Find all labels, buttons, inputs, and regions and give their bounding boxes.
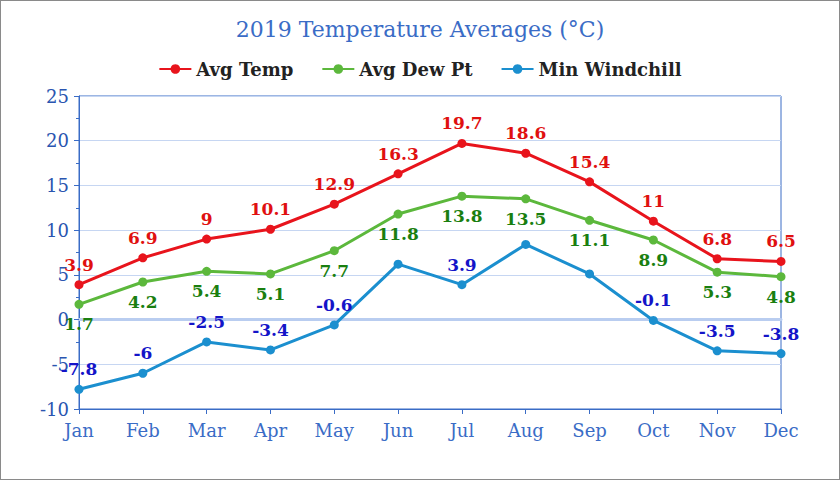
svg-text:10.1: 10.1	[250, 199, 291, 219]
svg-text:11.1: 11.1	[569, 230, 610, 250]
svg-text:15: 15	[46, 175, 69, 196]
svg-text:-10: -10	[40, 399, 69, 420]
svg-text:13.5: 13.5	[505, 209, 546, 229]
svg-text:-3.8: -3.8	[763, 324, 800, 344]
svg-text:10: 10	[46, 220, 69, 241]
svg-text:-3.4: -3.4	[252, 320, 289, 340]
svg-text:5: 5	[57, 264, 69, 286]
svg-text:2019 Temperature Averages (°C): 2019 Temperature Averages (°C)	[236, 17, 605, 42]
svg-text:Avg Dew Pt: Avg Dew Pt	[358, 59, 473, 80]
svg-text:Jun: Jun	[381, 420, 414, 441]
svg-text:6.5: 6.5	[766, 231, 796, 251]
svg-text:18.6: 18.6	[505, 123, 546, 143]
svg-text:16.3: 16.3	[377, 144, 418, 164]
svg-text:6.8: 6.8	[702, 229, 732, 249]
svg-text:-3.5: -3.5	[699, 321, 736, 341]
svg-text:Jan: Jan	[62, 420, 94, 441]
svg-text:May: May	[315, 420, 355, 441]
svg-text:Dec: Dec	[763, 420, 798, 441]
svg-text:15.4: 15.4	[569, 152, 611, 172]
svg-text:-0.1: -0.1	[635, 290, 672, 310]
svg-text:12.9: 12.9	[314, 174, 355, 194]
svg-text:5.3: 5.3	[702, 282, 732, 302]
svg-text:3.9: 3.9	[64, 255, 94, 275]
svg-text:4.2: 4.2	[128, 292, 158, 312]
svg-text:11: 11	[642, 191, 666, 211]
svg-text:Sep: Sep	[572, 420, 607, 441]
svg-text:7.7: 7.7	[319, 261, 349, 281]
svg-text:Nov: Nov	[699, 420, 737, 441]
svg-text:Mar: Mar	[188, 420, 226, 441]
svg-text:3.9: 3.9	[447, 255, 477, 275]
svg-text:5.4: 5.4	[192, 281, 222, 301]
svg-text:Avg Temp: Avg Temp	[195, 59, 293, 80]
svg-text:-7.8: -7.8	[61, 359, 98, 379]
svg-text:Min Windchill: Min Windchill	[539, 59, 682, 80]
svg-text:-6: -6	[133, 343, 152, 363]
svg-text:11.8: 11.8	[377, 224, 418, 244]
svg-text:6.9: 6.9	[128, 228, 158, 248]
svg-text:25: 25	[46, 86, 69, 107]
svg-text:5.1: 5.1	[256, 284, 286, 304]
svg-text:-0.6: -0.6	[316, 295, 353, 315]
svg-text:9: 9	[201, 209, 213, 229]
svg-text:Feb: Feb	[126, 420, 160, 441]
svg-text:Apr: Apr	[253, 420, 288, 441]
svg-text:20: 20	[46, 130, 69, 151]
svg-text:8.9: 8.9	[639, 250, 669, 270]
svg-text:Oct: Oct	[637, 420, 670, 441]
svg-text:-2.5: -2.5	[188, 312, 225, 332]
svg-text:1.7: 1.7	[64, 314, 94, 334]
svg-text:19.7: 19.7	[441, 113, 482, 133]
svg-text:13.8: 13.8	[441, 206, 482, 226]
svg-text:Aug: Aug	[507, 420, 544, 441]
svg-text:Jul: Jul	[448, 420, 475, 441]
svg-text:4.8: 4.8	[766, 287, 796, 307]
